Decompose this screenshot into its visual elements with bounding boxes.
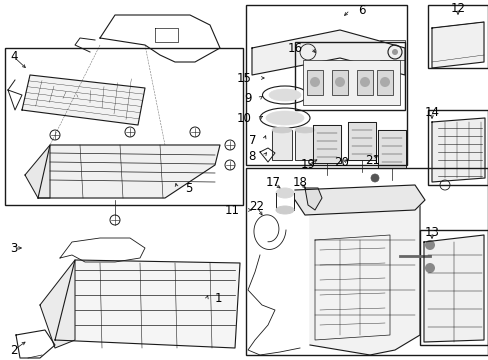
Text: 2: 2: [10, 343, 18, 356]
Text: 1: 1: [215, 292, 222, 305]
Text: 5: 5: [184, 181, 192, 194]
Bar: [303, 60, 399, 105]
Polygon shape: [431, 22, 483, 68]
Text: 3: 3: [10, 242, 18, 255]
Text: 19: 19: [300, 158, 315, 171]
Bar: [245, 168, 487, 355]
Text: 22: 22: [249, 201, 264, 213]
Text: 9: 9: [244, 91, 251, 104]
Polygon shape: [312, 125, 340, 163]
Polygon shape: [423, 235, 483, 342]
Text: 20: 20: [334, 157, 349, 170]
Circle shape: [370, 174, 378, 182]
Ellipse shape: [268, 89, 301, 101]
Bar: [306, 70, 323, 95]
Bar: [427, 110, 487, 185]
Text: 13: 13: [424, 225, 439, 238]
Text: 4: 4: [10, 50, 18, 63]
Polygon shape: [40, 260, 75, 348]
Polygon shape: [55, 260, 240, 348]
Polygon shape: [22, 75, 145, 125]
Polygon shape: [294, 130, 314, 160]
Circle shape: [379, 77, 389, 87]
Bar: [419, 230, 487, 345]
Polygon shape: [305, 188, 321, 210]
Polygon shape: [377, 130, 405, 168]
Ellipse shape: [275, 188, 293, 198]
Text: 8: 8: [248, 149, 256, 162]
Circle shape: [391, 49, 397, 55]
Bar: [245, 5, 406, 165]
Bar: [376, 70, 392, 95]
Polygon shape: [271, 130, 291, 160]
Text: 14: 14: [424, 105, 439, 118]
Circle shape: [359, 77, 369, 87]
Text: 7: 7: [248, 134, 256, 147]
Ellipse shape: [294, 127, 314, 133]
Text: 10: 10: [237, 112, 251, 125]
Text: 21: 21: [365, 153, 380, 166]
Ellipse shape: [265, 111, 304, 125]
Polygon shape: [25, 145, 50, 198]
Bar: [5, 48, 243, 205]
Text: 6: 6: [357, 4, 365, 17]
Bar: [427, 5, 487, 68]
Bar: [331, 70, 347, 95]
Ellipse shape: [271, 127, 291, 133]
Circle shape: [424, 240, 434, 250]
Polygon shape: [38, 145, 220, 198]
Bar: [356, 70, 372, 95]
Circle shape: [334, 77, 345, 87]
Text: 11: 11: [224, 203, 240, 216]
Ellipse shape: [275, 206, 293, 214]
Bar: [294, 42, 404, 110]
Polygon shape: [294, 185, 424, 215]
Circle shape: [309, 77, 319, 87]
Polygon shape: [309, 200, 419, 355]
Polygon shape: [347, 122, 375, 160]
Text: 15: 15: [237, 72, 251, 85]
Polygon shape: [251, 30, 404, 75]
Circle shape: [424, 263, 434, 273]
Text: 17: 17: [265, 176, 280, 189]
Text: 18: 18: [292, 176, 307, 189]
Text: 16: 16: [287, 41, 303, 54]
Polygon shape: [431, 118, 484, 182]
Text: 12: 12: [449, 1, 465, 14]
